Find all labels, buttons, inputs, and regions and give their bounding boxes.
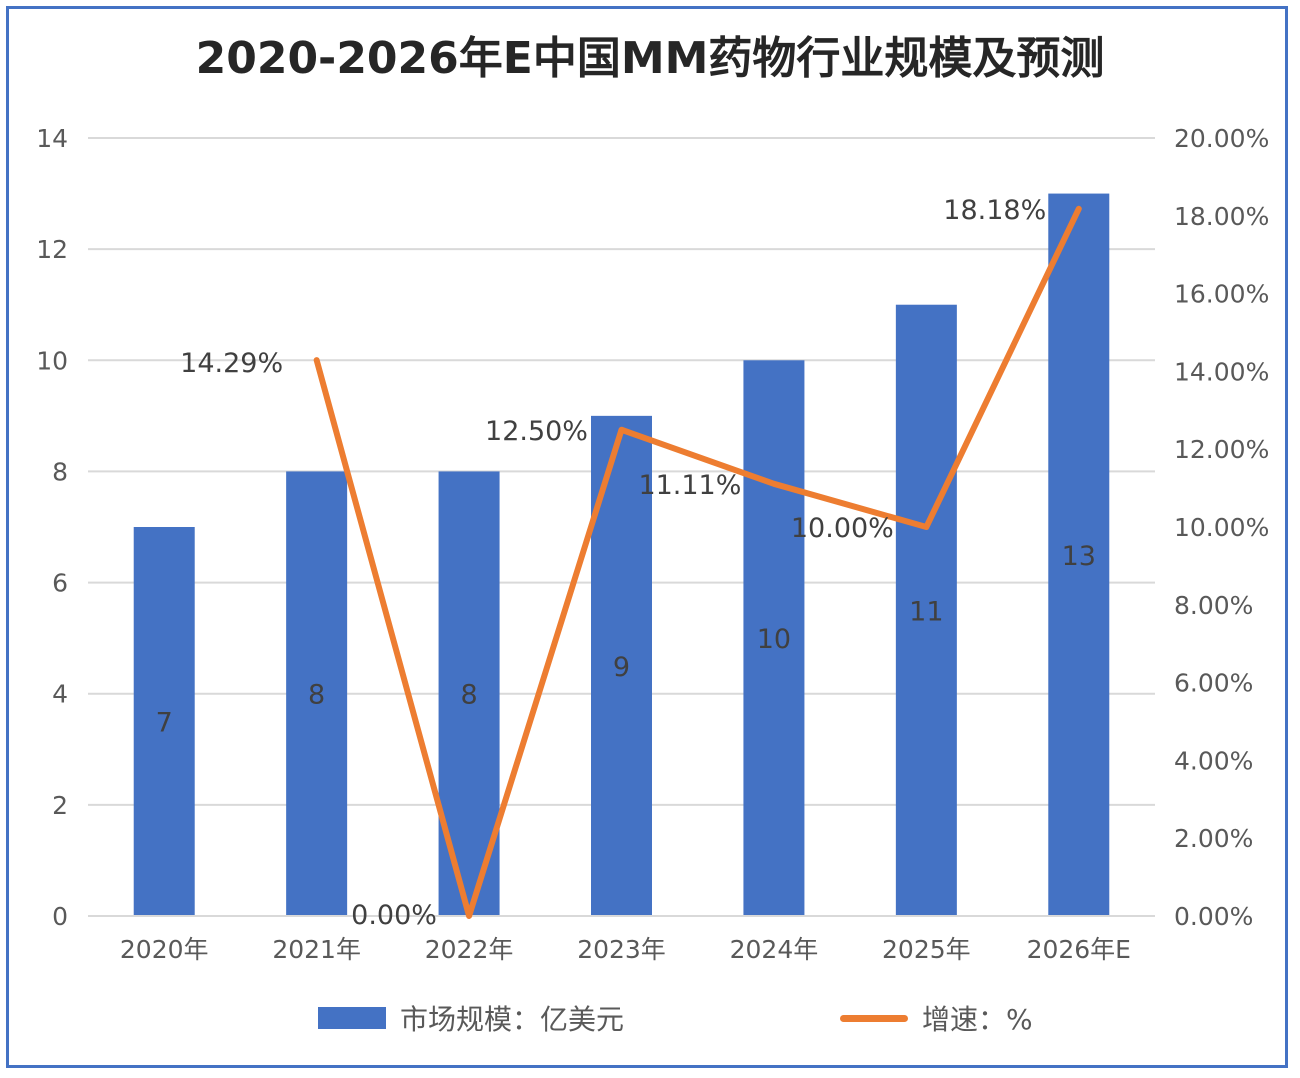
legend-bar-label: 市场规模：亿美元 xyxy=(400,1003,625,1036)
y-right-tick-label: 4.00% xyxy=(1174,746,1253,775)
y-left-tick-label: 0 xyxy=(52,902,68,931)
line-data-label: 14.29% xyxy=(180,348,283,379)
bar-data-label: 13 xyxy=(1062,541,1096,572)
legend-item-line: 增速：% xyxy=(840,998,1033,1038)
x-tick-label: 2022年 xyxy=(425,935,514,964)
line-data-label: 18.18% xyxy=(943,195,1046,226)
y-right-tick-label: 6.00% xyxy=(1174,669,1253,698)
bar-data-label: 8 xyxy=(460,680,477,711)
y-left-tick-label: 2 xyxy=(52,791,68,820)
y-left-tick-label: 12 xyxy=(36,235,68,264)
bar xyxy=(133,527,195,916)
y-right-tick-label: 18.00% xyxy=(1174,202,1269,231)
x-tick-label: 2026年E xyxy=(1027,935,1131,964)
bar-data-label: 11 xyxy=(909,596,943,627)
legend-bar-swatch xyxy=(318,1007,386,1029)
bar-data-label: 7 xyxy=(156,708,173,739)
legend-line-label: 增速：% xyxy=(922,1003,1033,1036)
y-right-tick-label: 12.00% xyxy=(1174,435,1269,464)
y-right-tick-label: 2.00% xyxy=(1174,824,1253,853)
y-right-tick-label: 20.00% xyxy=(1174,124,1269,153)
line-data-label: 11.11% xyxy=(638,470,741,501)
y-right-tick-label: 8.00% xyxy=(1174,591,1253,620)
line-data-label: 12.50% xyxy=(485,416,588,447)
bar xyxy=(743,360,805,916)
y-right-tick-label: 10.00% xyxy=(1174,513,1269,542)
chart-legend: 市场规模：亿美元 增速：% xyxy=(0,998,1300,1038)
x-tick-label: 2020年 xyxy=(120,935,209,964)
bar-data-label: 9 xyxy=(613,652,630,683)
bar xyxy=(1048,193,1110,917)
y-left-tick-label: 8 xyxy=(52,457,68,486)
y-left-tick-label: 10 xyxy=(36,346,68,375)
line-data-label: 0.00% xyxy=(351,900,437,931)
legend-item-bar: 市场规模：亿美元 xyxy=(318,998,624,1038)
bar xyxy=(895,304,957,916)
y-left-tick-label: 6 xyxy=(52,569,68,598)
y-right-tick-label: 16.00% xyxy=(1174,280,1269,309)
bar-data-label: 8 xyxy=(308,680,325,711)
bar-data-label: 10 xyxy=(757,624,791,655)
x-tick-label: 2021年 xyxy=(272,935,361,964)
chart-title: 2020-2026年E中国MM药物行业规模及预测 xyxy=(195,33,1105,84)
y-right-tick-label: 14.00% xyxy=(1174,357,1269,386)
y-right-tick-label: 0.00% xyxy=(1174,902,1253,931)
y-left-tick-label: 14 xyxy=(36,124,68,153)
growth-line xyxy=(313,205,1082,919)
legend-line-swatch xyxy=(840,1014,908,1022)
line-data-label: 10.00% xyxy=(791,513,894,544)
x-tick-label: 2023年 xyxy=(577,935,666,964)
bar xyxy=(286,471,348,916)
x-tick-label: 2024年 xyxy=(730,935,819,964)
y-left-tick-label: 4 xyxy=(52,680,68,709)
x-tick-label: 2025年 xyxy=(882,935,971,964)
